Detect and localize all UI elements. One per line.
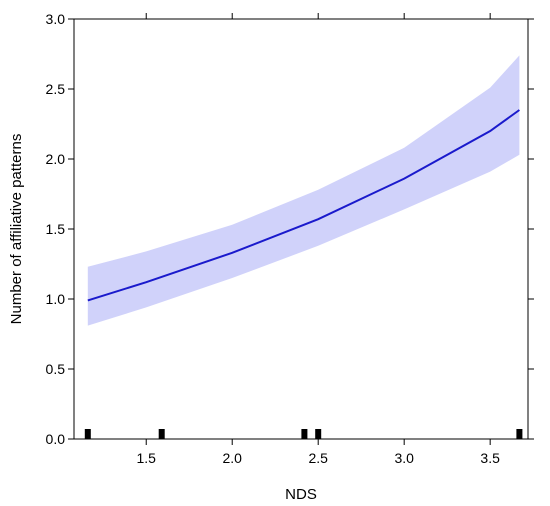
rug-mark (516, 429, 523, 439)
y-tick-label: 0.5 (46, 361, 66, 377)
x-tick-label: 1.5 (136, 450, 156, 466)
x-tick-label: 3.0 (394, 450, 414, 466)
x-tick-label: 2.0 (222, 450, 242, 466)
confidence-band (87, 55, 520, 326)
y-axis-title: Number of affiliative patterns (8, 134, 25, 325)
y-axis: 0.0 0.5 1.0 1.5 2.0 2.5 3.0 (46, 11, 534, 447)
y-tick-label: 2.5 (46, 81, 66, 97)
y-tick-label: 1.5 (46, 221, 66, 237)
rug-mark (315, 429, 322, 439)
x-tick-label: 3.5 (480, 450, 500, 466)
rug-marks (84, 429, 523, 439)
y-tick-label: 2.0 (46, 151, 66, 167)
y-tick-label: 3.0 (46, 11, 66, 27)
y-tick-label: 0.0 (46, 431, 66, 447)
rug-mark (84, 429, 91, 439)
fit-line (87, 109, 520, 302)
rug-mark (301, 429, 308, 439)
rug-mark (158, 429, 165, 439)
y-tick-label: 1.0 (46, 291, 66, 307)
x-axis: 1.5 2.0 2.5 3.0 3.5 (136, 13, 500, 466)
x-tick-label: 2.5 (308, 450, 328, 466)
x-axis-title: NDS (285, 486, 317, 503)
